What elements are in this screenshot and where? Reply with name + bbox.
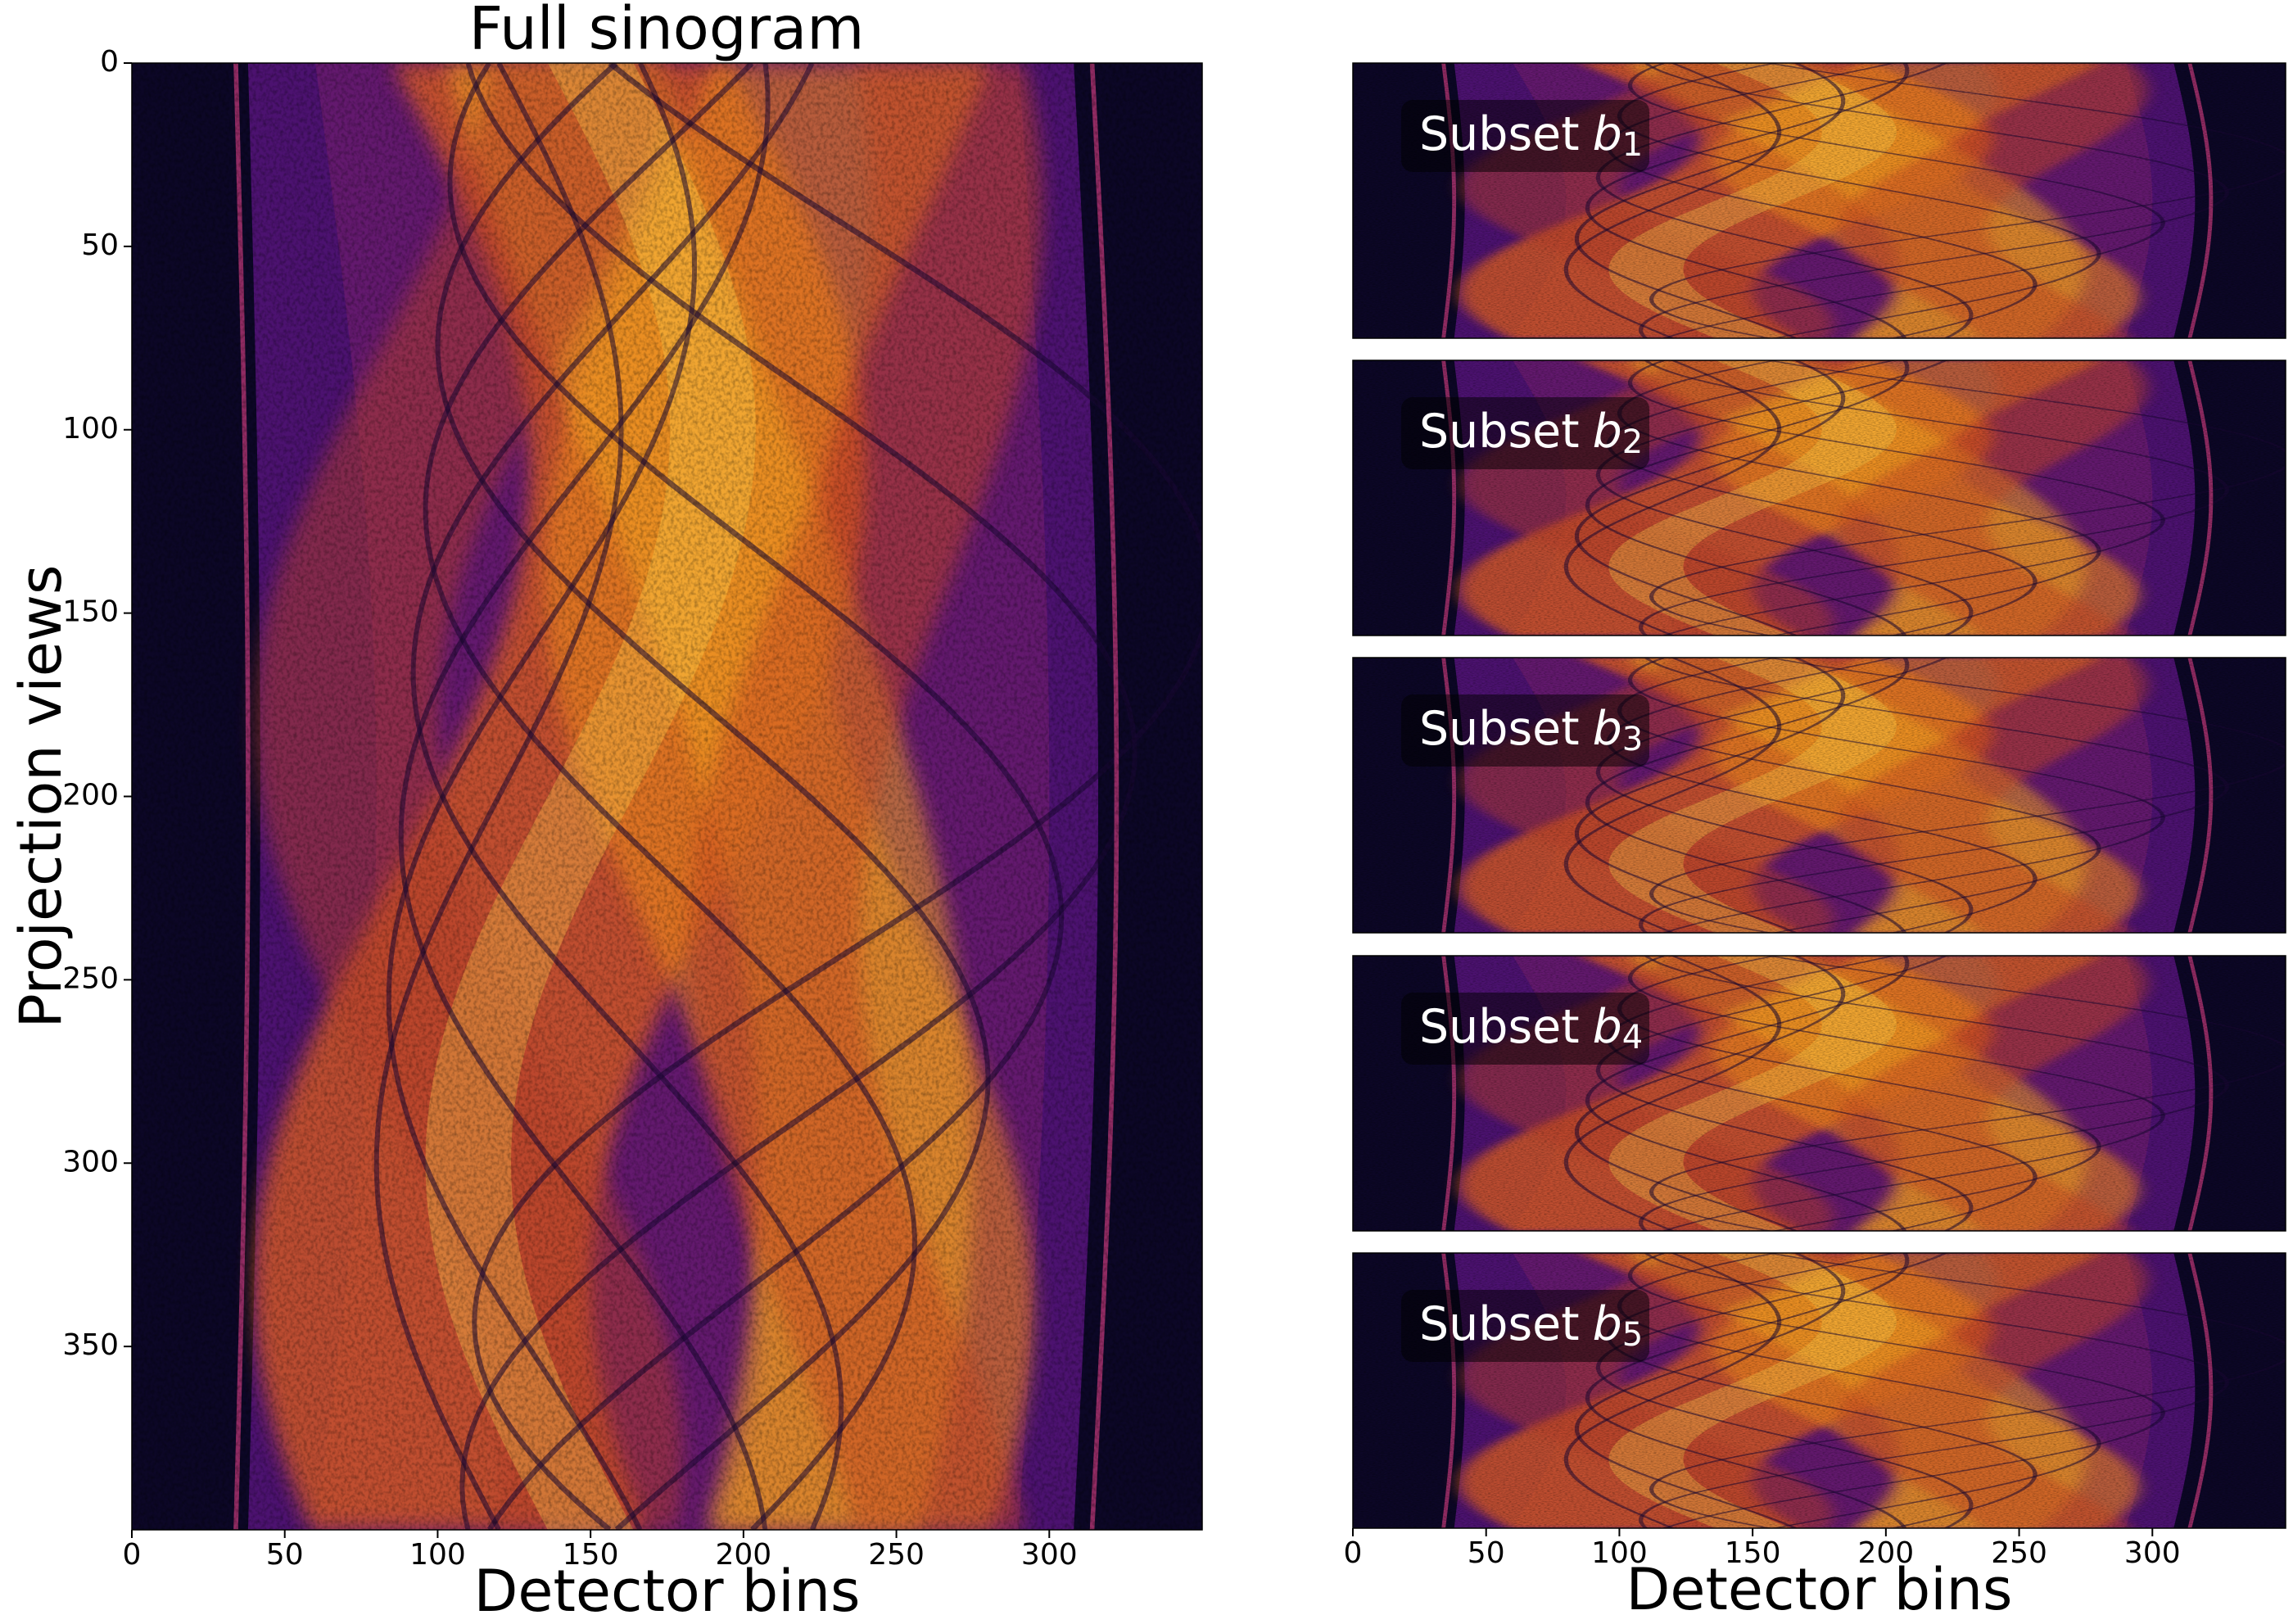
y-tick-label: 50: [81, 228, 119, 262]
x-tick-label: 100: [409, 1538, 466, 1572]
x-tick-label: 250: [868, 1538, 925, 1572]
frame: [1352, 657, 2286, 934]
subset-label: Subset b4: [1419, 1000, 1643, 1056]
y-tick-label: 300: [62, 1145, 119, 1178]
x-tick-label: 150: [1725, 1536, 1781, 1570]
label-box: [1401, 100, 1649, 172]
subset-label: Subset b1: [1419, 107, 1643, 164]
heatmap-image: [132, 63, 1208, 1530]
sinogram-image: [132, 63, 1208, 1530]
x-axis-label: Detector bins: [1626, 1556, 2013, 1623]
subset-word: Subset: [1419, 405, 1580, 459]
x-axis-label: Detector bins: [474, 1558, 861, 1624]
y-axis-label: Projection views: [7, 564, 75, 1028]
y-tick-label: 0: [100, 45, 119, 79]
subset-label: Subset b2: [1419, 405, 1643, 461]
y-tick-label: 150: [62, 595, 119, 629]
x-tick-label: 300: [2124, 1536, 2181, 1570]
subset-label: Subset b3: [1419, 702, 1643, 758]
x-tick-label: 150: [563, 1538, 619, 1572]
subset-symbol: b: [1593, 107, 1622, 161]
x-tick-label: 200: [1857, 1536, 1914, 1570]
subset-label: Subset b5: [1419, 1297, 1643, 1354]
subset-word: Subset: [1419, 1297, 1580, 1351]
subset-symbol: b: [1593, 405, 1622, 459]
subset-index: 1: [1622, 126, 1643, 164]
label-box: [1401, 1290, 1649, 1362]
subset-symbol: b: [1593, 1297, 1622, 1351]
x-tick-label: 250: [1991, 1536, 2047, 1570]
x-tick-label: 0: [1344, 1536, 1363, 1570]
subset-index: 3: [1622, 721, 1643, 758]
subset-symbol: b: [1593, 1000, 1622, 1054]
x-tick-label: 300: [1021, 1538, 1078, 1572]
frame: [1352, 360, 2286, 636]
x-tick-label: 100: [1591, 1536, 1648, 1570]
subset-index: 4: [1622, 1019, 1643, 1056]
frame: [1352, 62, 2286, 339]
subset-word: Subset: [1419, 1000, 1580, 1054]
frame: [1352, 1252, 2286, 1529]
subset-symbol: b: [1593, 702, 1622, 756]
x-tick-label: 200: [715, 1538, 771, 1572]
subset-word: Subset: [1419, 702, 1580, 756]
y-tick-label: 200: [62, 779, 119, 812]
label-box: [1401, 694, 1649, 767]
frame: [1352, 955, 2286, 1232]
chart-title: Full sinogram: [469, 0, 865, 63]
y-tick-label: 250: [62, 961, 119, 995]
y-tick-label: 350: [62, 1328, 119, 1362]
label-box: [1401, 397, 1649, 469]
x-tick-label: 50: [1468, 1536, 1505, 1570]
x-tick-label: 0: [123, 1538, 142, 1572]
subset-index: 5: [1622, 1316, 1643, 1354]
subset-word: Subset: [1419, 107, 1580, 161]
subset-index: 2: [1622, 423, 1643, 461]
y-tick-label: 100: [62, 412, 119, 446]
label-box: [1401, 993, 1649, 1065]
x-tick-label: 50: [266, 1538, 304, 1572]
